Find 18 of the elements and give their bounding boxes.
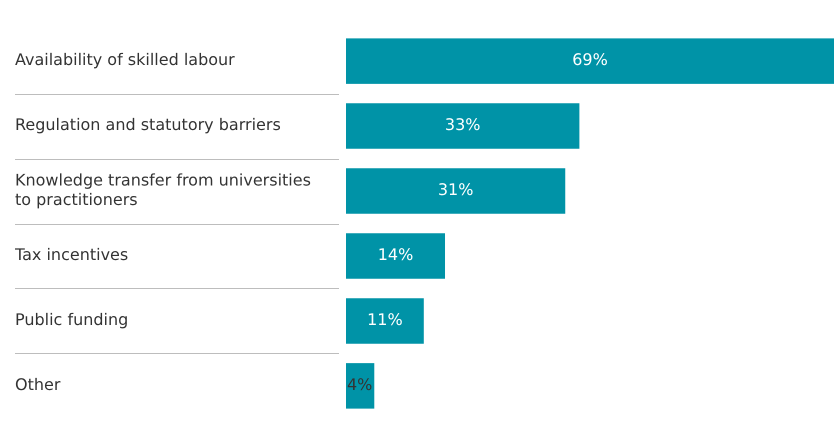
y-tick-label: Other [15,375,61,394]
bar [346,363,374,409]
y-tick-label: Regulation and statutory barriers [15,115,281,134]
bar [346,38,834,84]
y-tick-label: Tax incentives [14,245,128,264]
bar [346,103,580,149]
y-tick-label: Public funding [15,310,128,330]
y-tick-label: Availability of skilled labour [15,50,236,70]
bar [346,168,566,214]
data-label: 33% [444,115,480,134]
data-label: 31% [438,180,474,200]
bar [346,298,424,344]
data-label: 69% [572,50,608,70]
data-label: 4% [347,375,372,394]
data-label: 11% [367,310,403,330]
data-label: 14% [378,245,414,264]
bar [346,233,446,279]
y-tick-label: Knowledge transfer from universities to practitioners [15,170,311,209]
